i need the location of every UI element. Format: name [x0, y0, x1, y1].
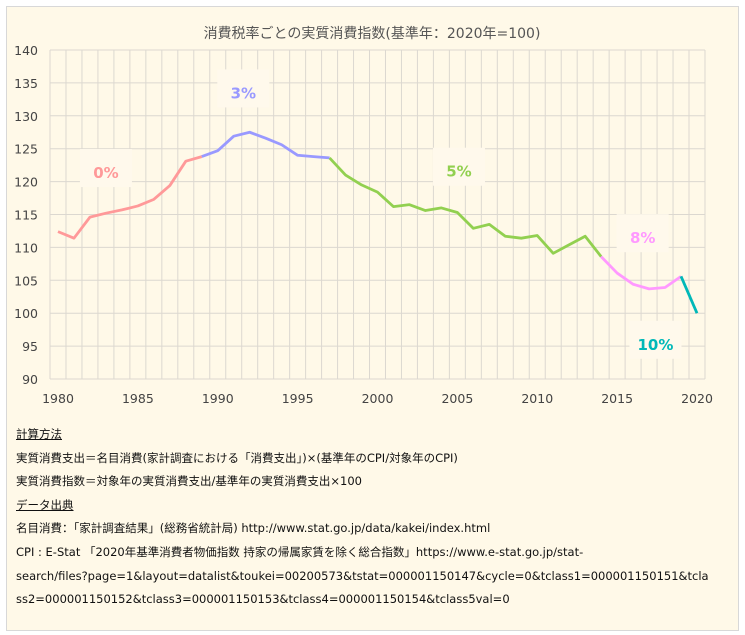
series-line-0pct	[57, 155, 203, 240]
chart-frame	[6, 6, 739, 631]
series-line-10pct	[679, 275, 699, 314]
source-line: CPI : E-Stat 「2020年基準消費者物価指数 持家の帰属家賃を除く総…	[16, 544, 584, 559]
segment-label: 0%	[93, 164, 118, 182]
segment-label: 5%	[446, 163, 471, 181]
source-line: search/files?page=1&layout=datalist&touk…	[16, 568, 709, 583]
segment-label: 8%	[630, 229, 655, 247]
x-tick-label: 2015	[601, 391, 633, 406]
source-line: 名目消費：「家計調査結果」(総務省統計局) http://www.stat.go…	[16, 521, 491, 536]
method-heading: 計算方法	[16, 427, 62, 441]
series-line-8pct	[600, 255, 682, 291]
source-heading: データ出典	[16, 497, 74, 512]
y-tick-label: 110	[14, 240, 38, 255]
notes: 計算方法 実質消費支出＝名目消費(家計調査における「消費支出」)×(基準年のCP…	[16, 424, 736, 613]
y-tick-label: 140	[14, 43, 38, 58]
method-line: 実質消費支出＝名目消費(家計調査における「消費支出」)×(基準年のCPI/対象年…	[16, 450, 458, 465]
chart-title: 消費税率ごとの実質消費指数(基準年：2020年=100)	[204, 25, 541, 42]
y-tick-label: 120	[14, 175, 38, 190]
x-tick-label: 2010	[521, 391, 553, 406]
segment-label: 10%	[638, 336, 674, 354]
x-tick-label: 2000	[362, 391, 394, 406]
y-tick-label: 125	[14, 142, 38, 157]
series-line-5pct	[328, 156, 603, 258]
method-line: 実質消費指数＝対象年の実質消費支出/基準年の実質消費支出×100	[16, 474, 362, 489]
y-tick-label: 130	[14, 109, 38, 124]
y-tick-label: 95	[22, 339, 38, 354]
data-label-background	[432, 147, 485, 186]
x-tick-label: 1995	[282, 391, 314, 406]
data-label-background	[629, 320, 682, 359]
data-label-background	[217, 69, 270, 108]
data-label-background	[616, 214, 669, 253]
segment-label: 3%	[231, 84, 256, 102]
y-tick-label: 90	[22, 372, 38, 387]
x-tick-label: 1980	[42, 391, 74, 406]
y-tick-label: 105	[14, 273, 38, 288]
line-chart: 消費税率ごとの実質消費指数(基準年：2020年=100) 90 95 100 105 1…	[14, 25, 713, 406]
x-tick-label: 1985	[122, 391, 154, 406]
x-tick-label: 1990	[202, 391, 234, 406]
y-tick-label: 100	[14, 306, 38, 321]
source-line: ss2=000001150152&tclass3=000001150153&tc…	[16, 592, 510, 607]
x-tick-label: 2005	[441, 391, 473, 406]
y-tick-label: 135	[14, 76, 38, 91]
y-tick-label: 115	[14, 208, 38, 223]
series-line-3pct	[201, 130, 330, 160]
data-label-background	[79, 149, 132, 188]
x-tick-label: 2020	[681, 391, 713, 406]
